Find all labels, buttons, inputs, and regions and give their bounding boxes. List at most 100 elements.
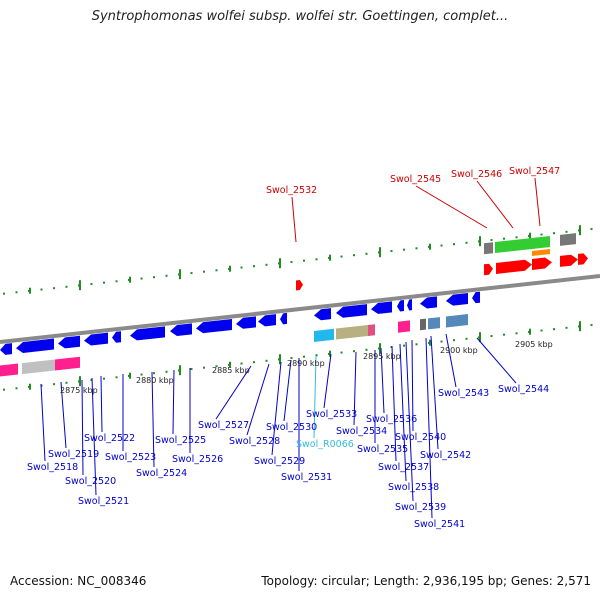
scale-dot (553, 232, 555, 235)
scale-dot (353, 350, 355, 353)
gene-label: Swol_2524 (136, 468, 187, 479)
leader-line (172, 369, 175, 435)
reverse-gene-arrow (336, 304, 367, 318)
scale-dot (103, 377, 105, 380)
scale-dot (3, 388, 5, 391)
feature-block (446, 314, 468, 328)
feature-block (532, 249, 550, 256)
scale-dot (265, 263, 268, 266)
feature-block (560, 233, 576, 246)
scale-dot (403, 248, 405, 251)
reverse-gene-arrow (472, 291, 480, 304)
scale-labels: 2875 kbp 2880 kbp 2885 kbp 2890 kbp 2895 kbp… (60, 340, 553, 395)
scale-dot (215, 365, 218, 368)
gene-label: Swol_2527 (198, 420, 249, 431)
gene-label: Swol_2531 (281, 472, 332, 483)
scale-dot (215, 269, 218, 272)
gene-label: Swol_2540 (395, 432, 446, 443)
feature-block (55, 356, 80, 371)
scale-dot (490, 239, 493, 242)
leader-line (353, 351, 357, 426)
scale-dot (303, 259, 305, 262)
scale-dot (115, 376, 118, 379)
scale-dot (65, 381, 68, 384)
scale-dot (315, 354, 318, 357)
scale-dot (565, 326, 568, 329)
scale-dot (553, 328, 555, 331)
scale-dot (590, 228, 593, 231)
feature-track (0, 233, 588, 377)
reverse-gene-arrow (314, 308, 331, 321)
leader-line (291, 196, 297, 243)
scale-dot (465, 337, 468, 340)
scale-dot (203, 366, 205, 369)
reverse-gene-arrow (130, 326, 165, 341)
gene-label: Swol_2529 (254, 456, 305, 467)
scale-dot (153, 372, 155, 375)
reverse-gene-arrow (16, 338, 54, 353)
gene-label: Swol_2523 (105, 452, 156, 463)
leader-line (476, 337, 517, 384)
reverse-gene-arrow (397, 300, 404, 312)
scale-dot (15, 387, 18, 390)
gene-label: Swol_2545 (390, 174, 441, 185)
scale-dot (253, 361, 255, 364)
scale-dot (540, 233, 543, 236)
gene-label: Swol_2534 (336, 426, 387, 437)
reverse-gene-arrow (407, 299, 412, 311)
forward-gene-arrow (560, 254, 578, 267)
scale-dot (190, 368, 193, 371)
gene-label: Swol_2533 (306, 409, 357, 420)
scale-dot (65, 285, 68, 288)
leader-line (271, 361, 282, 456)
scale-dot (290, 261, 293, 264)
scale-label: 2885 kbp (212, 366, 250, 375)
scale-dot (240, 362, 243, 365)
leader-line (246, 363, 270, 436)
scale-dot (453, 243, 455, 246)
feature-block (532, 236, 550, 249)
reverse-gene-arrow (236, 316, 256, 329)
gene-label: Swol_2532 (266, 185, 317, 196)
leader-line (405, 341, 414, 502)
scale-dot (490, 335, 493, 338)
gene-label: Swol_2544 (498, 384, 549, 395)
scale-dot (90, 379, 93, 382)
gene-label: Swol_2537 (378, 462, 429, 473)
scale-dot (253, 265, 255, 268)
gene-label: Swol_2530 (266, 422, 317, 433)
scale-dot (203, 270, 205, 273)
scale-dot (515, 236, 518, 239)
reverse-gene-arrow (420, 296, 437, 309)
forward-gene-arrow (532, 257, 552, 270)
scale-label: 2900 kbp (440, 346, 478, 355)
leader-line (323, 353, 332, 409)
feature-block (484, 242, 493, 255)
genome-summary-text: Topology: circular; Length: 2,936,195 bp… (261, 574, 591, 588)
scale-ticks (29, 225, 581, 390)
reverse-gene-arrow (258, 314, 276, 327)
gene-label: Swol_2542 (420, 450, 471, 461)
leader-line (380, 347, 385, 414)
scale-label: 2880 kbp (136, 376, 174, 385)
reverse-gene-arrow (170, 323, 192, 337)
feature-block (314, 328, 334, 342)
scale-dot (565, 230, 568, 233)
gene-labels: Swol_2518 Swol_2519 Swol_2520 Swol_2521 Swol… (27, 166, 560, 530)
scale-label: 2895 kbp (363, 352, 401, 361)
leader-line (411, 339, 414, 432)
scale-dot (440, 244, 443, 247)
reverse-gene-arrow (371, 301, 392, 314)
scale-dot (140, 373, 143, 376)
leader-line (91, 377, 97, 496)
leader-line (40, 383, 46, 462)
scale-dot (190, 272, 193, 275)
scale-dot (153, 276, 155, 279)
feature-block (398, 320, 410, 333)
reverse-gene-arrow (58, 335, 80, 349)
feature-block (428, 317, 440, 330)
scale-dot (290, 357, 293, 360)
scale-dot (465, 241, 468, 244)
leader-line (476, 180, 514, 229)
